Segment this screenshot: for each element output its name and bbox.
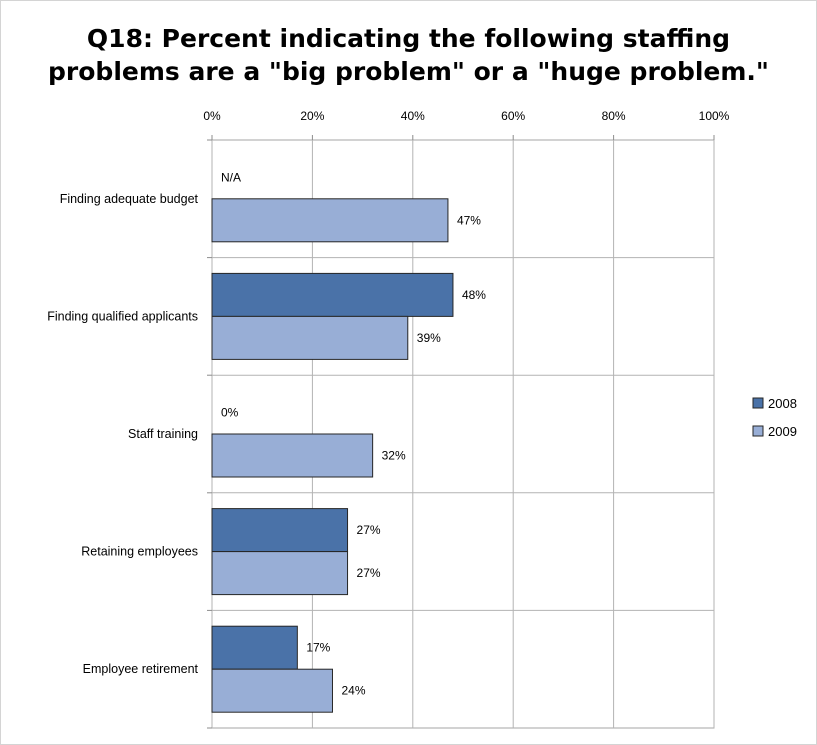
bars-layer (211, 198, 454, 713)
category-label: Staff training (128, 427, 198, 441)
x-tick-label: 20% (300, 109, 324, 123)
data-label-2008: 48% (462, 288, 486, 302)
data-label-2009: 24% (341, 684, 365, 698)
chart-title-line-2: problems are a "big problem" or a "huge … (48, 57, 769, 86)
data-label-2008: N/A (221, 170, 241, 184)
category-label: Retaining employees (81, 545, 198, 559)
bar-2009 (211, 315, 409, 360)
data-label-2008: 0% (221, 406, 239, 420)
data-label-2009: 47% (457, 213, 481, 227)
bar-2009 (211, 198, 449, 243)
legend-label-2009: 2009 (768, 424, 797, 439)
bar-2008 (211, 272, 454, 317)
bar-2009 (211, 551, 349, 596)
bar-2009 (211, 668, 333, 713)
data-label-2009: 27% (357, 566, 381, 580)
x-tick-label: 0% (203, 109, 221, 123)
data-labels: N/A 47% 48% 39% 0% 32% 27% 27% 17% 24% (221, 170, 486, 697)
legend-label-2008: 2008 (768, 396, 797, 411)
data-label-2008: 17% (306, 641, 330, 655)
x-axis-ticks: 0% 20% 40% 60% 80% 100% (203, 109, 729, 123)
category-label: Employee retirement (83, 662, 199, 676)
data-label-2009: 39% (417, 331, 441, 345)
chart-title-line-1: Q18: Percent indicating the following st… (86, 24, 731, 53)
legend: 2008 2009 (752, 396, 797, 439)
data-label-2008: 27% (357, 523, 381, 537)
legend-swatch-2009 (752, 425, 764, 437)
bar-2008 (211, 625, 298, 670)
x-tick-label: 60% (501, 109, 525, 123)
bar-2009 (211, 433, 374, 478)
x-tick-label: 100% (699, 109, 730, 123)
category-label: Finding adequate budget (60, 192, 199, 206)
x-tick-label: 80% (602, 109, 626, 123)
legend-swatch-2008 (752, 397, 764, 409)
category-label: Finding qualified applicants (47, 309, 198, 323)
chart-title: Q18: Percent indicating the following st… (0, 22, 817, 88)
x-tick-label: 40% (401, 109, 425, 123)
category-labels: Finding adequate budget Finding qualified… (47, 192, 198, 676)
bar-2008 (211, 508, 349, 553)
data-label-2009: 32% (382, 449, 406, 463)
